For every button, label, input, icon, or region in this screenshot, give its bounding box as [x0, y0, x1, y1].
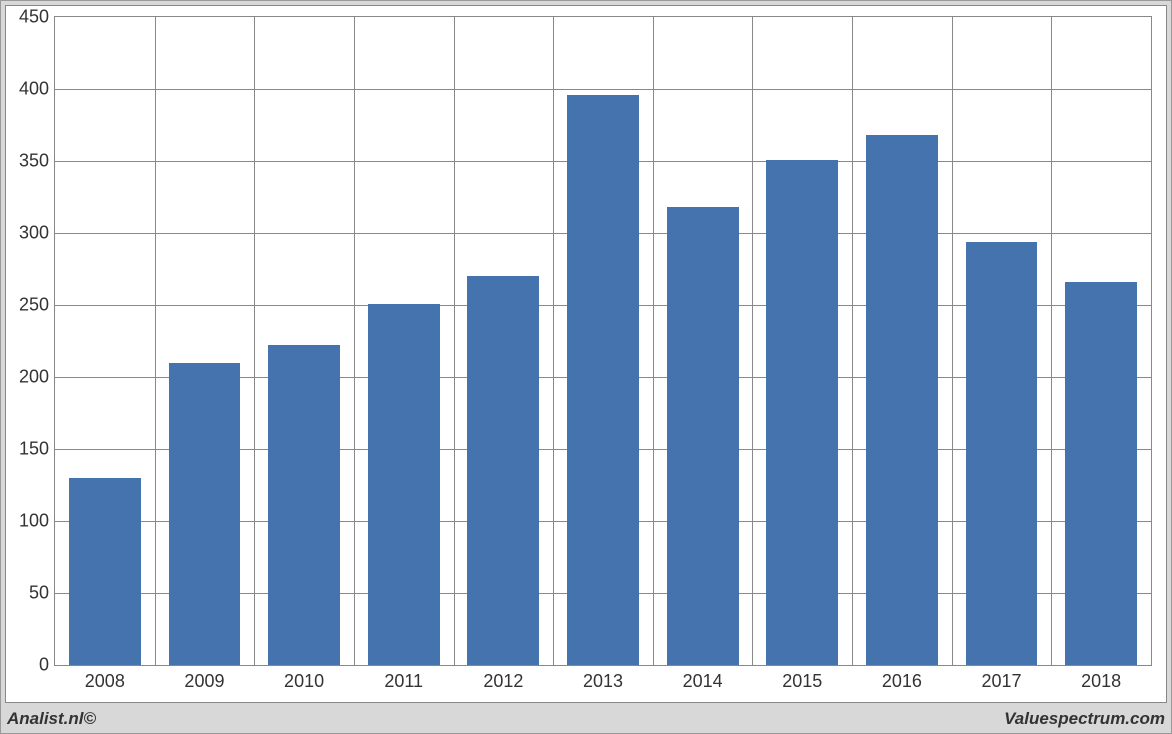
y-tick-label: 150: [19, 439, 49, 460]
bar: [667, 207, 739, 665]
y-tick-label: 350: [19, 150, 49, 171]
x-tick-label: 2008: [85, 671, 125, 692]
gridline-h: [55, 89, 1151, 90]
x-tick-label: 2016: [882, 671, 922, 692]
bar: [268, 345, 340, 665]
gridline-v: [952, 17, 953, 665]
gridline-v: [354, 17, 355, 665]
y-tick-label: 50: [29, 582, 49, 603]
bar: [467, 276, 539, 665]
y-tick-label: 250: [19, 294, 49, 315]
y-tick-label: 400: [19, 78, 49, 99]
y-tick-label: 0: [39, 655, 49, 676]
x-tick-label: 2012: [483, 671, 523, 692]
gridline-v: [155, 17, 156, 665]
plot-area: 0501001502002503003504004502008200920102…: [54, 16, 1152, 666]
gridline-v: [454, 17, 455, 665]
bar: [966, 242, 1038, 665]
y-tick-label: 300: [19, 223, 49, 244]
footer-right-text: Valuespectrum.com: [1004, 709, 1165, 729]
footer-left-text: Analist.nl©: [7, 709, 96, 729]
gridline-v: [1051, 17, 1052, 665]
x-tick-label: 2017: [982, 671, 1022, 692]
y-tick-label: 450: [19, 7, 49, 28]
bar: [866, 135, 938, 665]
bar: [69, 478, 141, 665]
bar: [1065, 282, 1137, 665]
gridline-v: [653, 17, 654, 665]
x-tick-label: 2018: [1081, 671, 1121, 692]
gridline-v: [752, 17, 753, 665]
gridline-v: [254, 17, 255, 665]
x-tick-label: 2011: [384, 671, 423, 692]
gridline-v: [553, 17, 554, 665]
bar: [169, 363, 241, 665]
x-tick-label: 2013: [583, 671, 623, 692]
y-tick-label: 100: [19, 511, 49, 532]
chart-container: 0 50 100 150 200 250 300 350 400 450 2008 2009 2010 2…: [0, 0, 1172, 734]
x-tick-label: 2010: [284, 671, 324, 692]
x-tick-label: 2015: [782, 671, 822, 692]
bar: [368, 304, 440, 665]
x-tick-label: 2009: [184, 671, 224, 692]
chart-inner: 0 50 100 150 200 250 300 350 400 450 2008 2009 2010 2…: [5, 5, 1167, 703]
y-tick-label: 200: [19, 367, 49, 388]
bar: [766, 160, 838, 665]
bar: [567, 95, 639, 665]
gridline-v: [852, 17, 853, 665]
x-tick-label: 2014: [683, 671, 723, 692]
